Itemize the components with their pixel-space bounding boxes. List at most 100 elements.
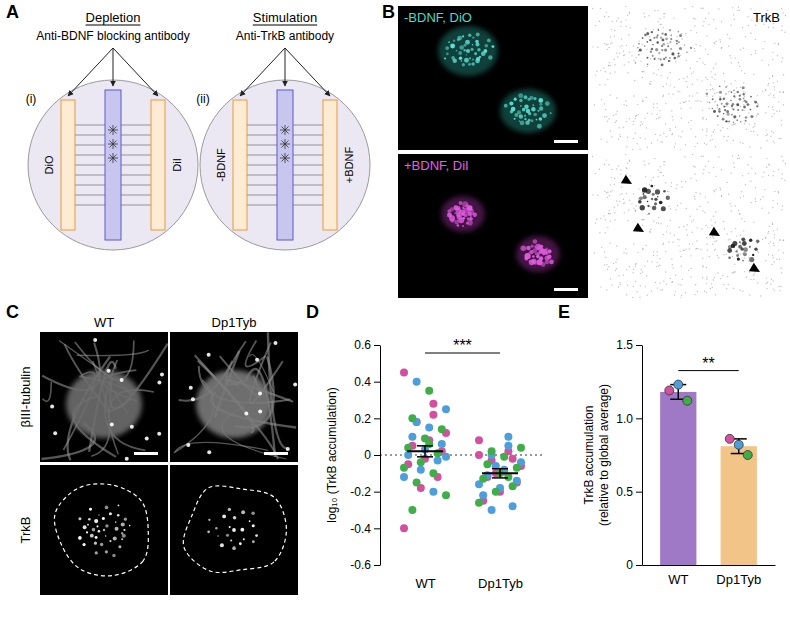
image-content	[592, 154, 786, 298]
speckle	[626, 193, 627, 194]
arrowhead	[749, 263, 763, 277]
speckle	[768, 27, 769, 28]
dish	[200, 80, 370, 250]
speckle	[653, 221, 654, 222]
point	[400, 369, 408, 377]
speckle	[615, 262, 616, 263]
speckle	[702, 129, 703, 130]
speckle	[659, 201, 663, 205]
speckle	[667, 43, 668, 44]
speckle	[547, 249, 551, 253]
speckle	[646, 97, 647, 98]
speckle	[464, 44, 467, 47]
speckle	[686, 229, 687, 230]
speckle	[650, 51, 652, 53]
speckle	[681, 266, 682, 267]
speckle	[778, 169, 779, 170]
speckle	[779, 290, 780, 291]
speckle	[462, 225, 464, 227]
speckle	[703, 21, 704, 22]
speckle	[737, 158, 738, 159]
speckle	[625, 154, 626, 155]
speckle	[651, 180, 652, 181]
speckle	[145, 436, 149, 440]
speckle	[550, 112, 552, 114]
speckle	[624, 202, 625, 203]
speckle	[664, 49, 667, 52]
speckle	[464, 58, 469, 63]
speckle	[717, 107, 718, 108]
speckle	[718, 8, 719, 9]
speckle	[779, 239, 780, 240]
speckle	[782, 205, 783, 206]
speckle	[477, 48, 480, 51]
schematic-label: (ii)	[196, 92, 209, 106]
speckle	[124, 518, 127, 521]
speckle	[635, 63, 636, 64]
speckle	[95, 536, 98, 539]
micrograph	[592, 6, 787, 151]
speckle	[754, 123, 755, 124]
tick-mark	[374, 528, 380, 529]
speckle	[293, 383, 297, 387]
neurite	[195, 355, 278, 459]
speckle	[604, 16, 605, 17]
speckle	[723, 97, 726, 100]
speckle	[712, 108, 713, 109]
speckle	[747, 164, 748, 165]
neuron	[281, 154, 288, 161]
speckle	[670, 220, 671, 221]
speckle	[623, 126, 624, 127]
point	[743, 451, 752, 460]
point	[674, 380, 683, 389]
speckle	[663, 86, 664, 87]
speckle	[660, 58, 662, 60]
speckle	[472, 44, 474, 46]
speckle	[615, 114, 616, 115]
speckle	[739, 98, 742, 101]
speckle	[719, 39, 720, 40]
speckle	[616, 245, 617, 246]
speckle	[616, 258, 617, 259]
image-content	[183, 486, 286, 573]
point	[483, 460, 491, 468]
speckle	[683, 250, 684, 251]
speckle	[702, 266, 703, 267]
speckle	[600, 218, 601, 219]
speckle	[121, 538, 123, 540]
speckle	[596, 219, 597, 220]
speckle	[122, 534, 126, 538]
speckle	[476, 32, 480, 36]
speckle	[644, 16, 645, 17]
tick-mark	[636, 418, 642, 419]
speckle	[783, 74, 784, 75]
speckle	[651, 290, 652, 291]
speckle	[651, 113, 652, 114]
point	[725, 434, 734, 443]
speckle	[768, 175, 769, 176]
point	[417, 466, 425, 474]
speckle	[743, 98, 745, 100]
speckle	[680, 108, 681, 109]
speckle	[765, 260, 766, 261]
speckle	[751, 167, 752, 168]
speckle	[707, 79, 708, 80]
speckle	[592, 156, 593, 157]
speckle	[96, 525, 98, 527]
speckle	[661, 206, 666, 211]
point	[509, 502, 517, 510]
image-label: -BDNF, DiO	[404, 10, 472, 25]
speckle	[647, 294, 648, 295]
speckle	[680, 136, 681, 137]
speckle	[241, 510, 245, 514]
tick-label: -0.6	[350, 558, 371, 572]
speckle	[745, 120, 747, 122]
speckle	[644, 45, 646, 47]
speckle	[744, 123, 745, 124]
tick-mark	[374, 492, 380, 493]
speckle	[625, 26, 626, 27]
speckle	[618, 138, 619, 139]
speckle	[658, 29, 660, 31]
speckle	[461, 60, 462, 61]
speckle	[740, 290, 741, 291]
